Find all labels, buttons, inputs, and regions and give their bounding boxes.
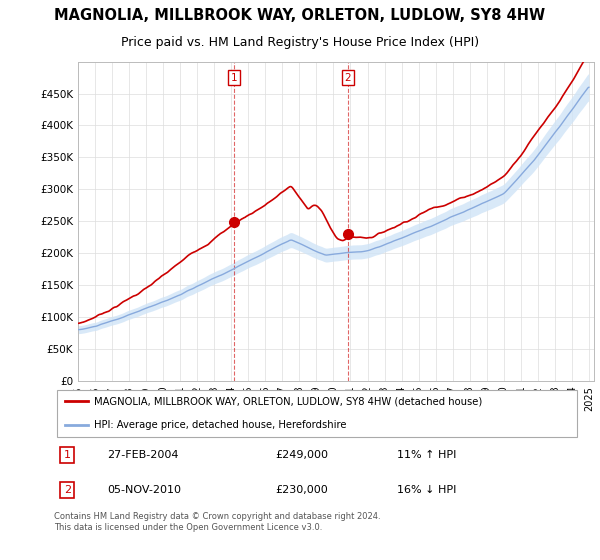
Text: 27-FEB-2004: 27-FEB-2004 [107, 450, 178, 460]
Text: 11% ↑ HPI: 11% ↑ HPI [397, 450, 457, 460]
Text: MAGNOLIA, MILLBROOK WAY, ORLETON, LUDLOW, SY8 4HW: MAGNOLIA, MILLBROOK WAY, ORLETON, LUDLOW… [55, 8, 545, 24]
Text: 16% ↓ HPI: 16% ↓ HPI [397, 485, 457, 495]
Text: 1: 1 [230, 73, 237, 83]
Text: 2: 2 [344, 73, 351, 83]
Text: 1: 1 [64, 450, 71, 460]
Text: MAGNOLIA, MILLBROOK WAY, ORLETON, LUDLOW, SY8 4HW (detached house): MAGNOLIA, MILLBROOK WAY, ORLETON, LUDLOW… [94, 396, 482, 407]
Text: HPI: Average price, detached house, Herefordshire: HPI: Average price, detached house, Here… [94, 419, 346, 430]
Text: 2: 2 [64, 485, 71, 495]
Text: £230,000: £230,000 [276, 485, 329, 495]
FancyBboxPatch shape [56, 390, 577, 437]
Text: 05-NOV-2010: 05-NOV-2010 [107, 485, 181, 495]
Text: £249,000: £249,000 [276, 450, 329, 460]
Text: Contains HM Land Registry data © Crown copyright and database right 2024.
This d: Contains HM Land Registry data © Crown c… [54, 512, 380, 532]
Text: Price paid vs. HM Land Registry's House Price Index (HPI): Price paid vs. HM Land Registry's House … [121, 36, 479, 49]
